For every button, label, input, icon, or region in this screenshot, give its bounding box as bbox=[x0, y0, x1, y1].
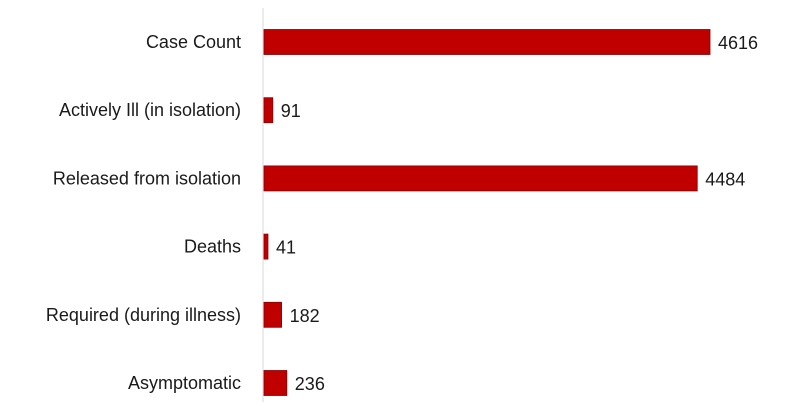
category-label-2: Released from isolation bbox=[53, 168, 241, 188]
bar-5 bbox=[263, 370, 288, 396]
category-labels-layer: Case Count Actively Ill (in isolation) Rel… bbox=[46, 32, 241, 393]
category-label-5: Asymptomatic bbox=[128, 373, 241, 393]
bar-2 bbox=[263, 165, 698, 192]
bar-1 bbox=[263, 97, 274, 124]
value-label-2: 4484 bbox=[705, 169, 745, 189]
value-label-3: 41 bbox=[276, 238, 296, 258]
bar-3 bbox=[263, 233, 269, 260]
category-label-4: Required (during illness) bbox=[46, 305, 241, 325]
bar-0 bbox=[263, 29, 711, 55]
category-label-0: Case Count bbox=[146, 32, 241, 52]
category-label-1: Actively Ill (in isolation) bbox=[59, 100, 241, 120]
value-label-1: 91 bbox=[281, 101, 301, 121]
value-labels-layer: 4616 91 4484 41 182 236 bbox=[276, 33, 758, 394]
value-label-0: 4616 bbox=[718, 33, 758, 53]
category-label-3: Deaths bbox=[184, 237, 241, 257]
bars-layer bbox=[263, 29, 711, 396]
value-label-4: 182 bbox=[290, 306, 320, 326]
bar-4 bbox=[263, 301, 282, 328]
value-label-5: 236 bbox=[295, 374, 325, 394]
